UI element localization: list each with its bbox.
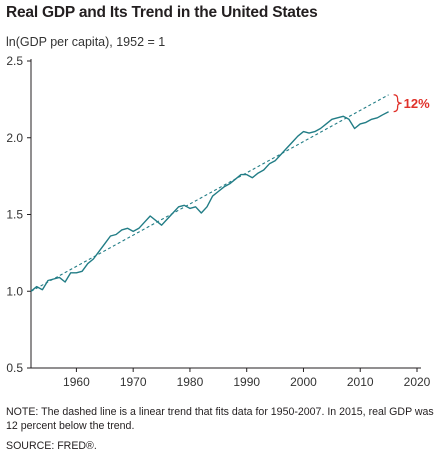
annotation-label: 12% (404, 96, 430, 111)
x-tick-label: 2010 (347, 375, 374, 389)
x-tick-label: 1980 (177, 375, 204, 389)
y-tick-label: 0.5 (6, 361, 23, 375)
x-tick-label: 2000 (290, 375, 317, 389)
chart-axes (30, 59, 421, 369)
x-tick-label: 2020 (404, 375, 431, 389)
x-tick-label: 1970 (120, 375, 147, 389)
chart-plot: 0.5 1.0 1.5 2.0 2.5 1960 1970 1980 1990 2000 2010 2… (6, 54, 430, 389)
chart-tick-labels: 0.5 1.0 1.5 2.0 2.5 1960 1970 1980 1990 2000 2010 2… (6, 54, 430, 389)
gdp-line (30, 111, 389, 292)
chart-note: NOTE: The dashed line is a linear trend … (6, 406, 434, 432)
chart-annotation: 12% (393, 94, 430, 113)
y-tick-label: 2.0 (6, 131, 23, 145)
y-axis-label: ln(GDP per capita), 1952 = 1 (6, 35, 166, 49)
y-tick-label: 2.5 (6, 54, 23, 68)
trend-line (30, 94, 389, 292)
annotation-bracket (393, 94, 402, 113)
x-tick-label: 1990 (233, 375, 260, 389)
chart-source: SOURCE: FRED®. (6, 440, 97, 452)
y-tick-label: 1.5 (6, 208, 23, 222)
chart-title: Real GDP and Its Trend in the United Sta… (6, 4, 318, 21)
y-tick-label: 1.0 (6, 284, 23, 298)
chart-series (30, 94, 389, 292)
x-tick-label: 1960 (63, 375, 90, 389)
